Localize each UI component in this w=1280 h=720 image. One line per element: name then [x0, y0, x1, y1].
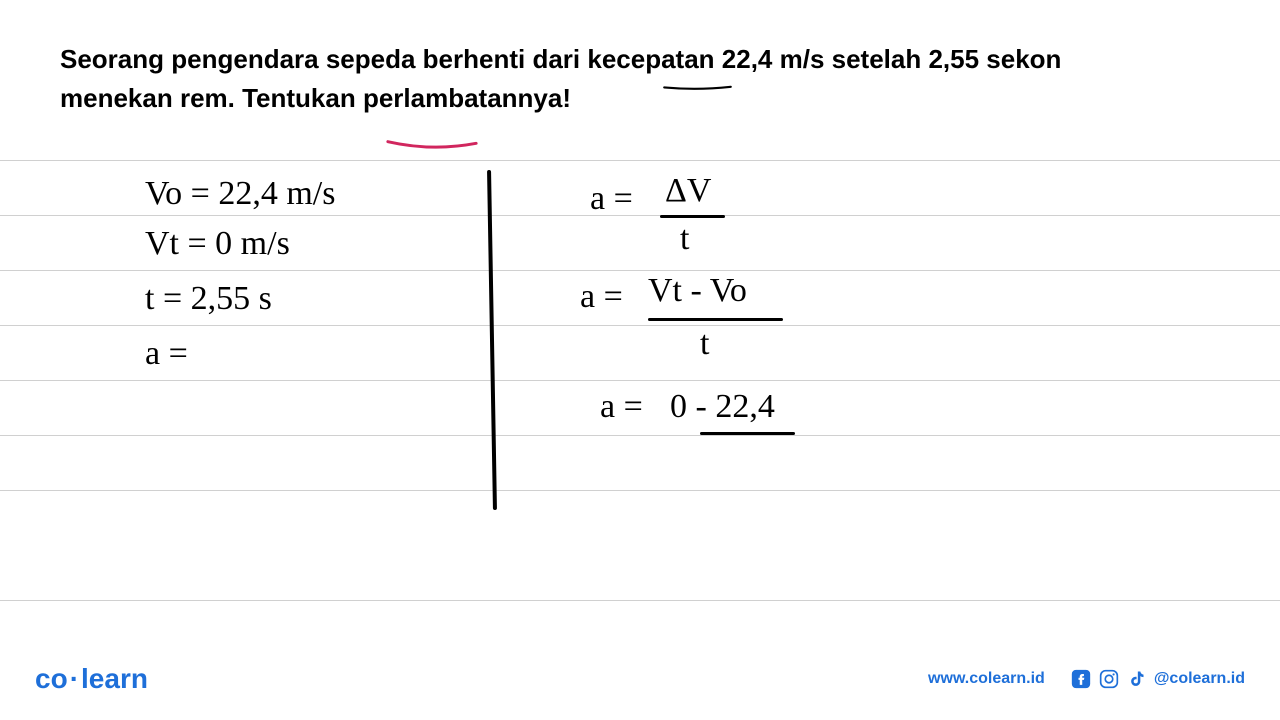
hw-eq1-lhs: a = [590, 180, 633, 218]
ruled-line [0, 325, 1280, 326]
social-handle: @colearn.id [1154, 670, 1245, 688]
hw-t: t = 2,55 s [145, 280, 272, 318]
vertical-divider [487, 170, 497, 510]
tiktok-icon [1126, 668, 1148, 690]
hw-eq1-den: t [680, 220, 689, 258]
hw-eq2-lhs: a = [580, 278, 623, 316]
ruled-line [0, 490, 1280, 491]
ruled-line [0, 600, 1280, 601]
logo-learn: learn [81, 663, 148, 694]
ruled-line [0, 380, 1280, 381]
hw-eq3-lhs: a = [600, 388, 643, 426]
question-line-1: Seorang pengendara sepeda berhenti dari … [60, 40, 1220, 79]
logo-dot: · [70, 663, 79, 694]
hw-v0: Vo = 22,4 m/s [145, 175, 335, 213]
underline-black-mark [640, 85, 755, 91]
question-area: Seorang pengendara sepeda berhenti dari … [0, 0, 1280, 138]
instagram-icon [1098, 668, 1120, 690]
footer-right: www.colearn.id @colearn.id [928, 668, 1245, 690]
footer: co·learn www.colearn.id @colearn.id [0, 663, 1280, 695]
hw-eq2-fracline [648, 318, 783, 321]
ruled-line [0, 160, 1280, 161]
hw-eq2-num: Vt - Vo [648, 272, 747, 310]
logo-co: co [35, 663, 68, 694]
ruled-line [0, 435, 1280, 436]
hw-a: a = [145, 335, 188, 373]
hw-vt: Vt = 0 m/s [145, 225, 290, 263]
hw-eq3-num: 0 - 22,4 [670, 388, 775, 426]
ruled-line [0, 270, 1280, 271]
website-url: www.colearn.id [928, 670, 1045, 688]
ruled-line [0, 215, 1280, 216]
social-group: @colearn.id [1070, 668, 1245, 690]
hw-eq1-num: ΔV [665, 172, 711, 210]
hw-eq1-fracline [660, 215, 725, 218]
logo: co·learn [35, 663, 148, 695]
underline-red-mark [377, 140, 487, 150]
facebook-icon [1070, 668, 1092, 690]
hw-eq3-fracline [700, 432, 795, 435]
hw-eq2-den: t [700, 325, 709, 363]
